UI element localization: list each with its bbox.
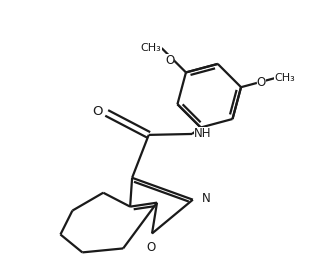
Text: O: O: [257, 76, 266, 89]
Text: O: O: [165, 54, 175, 67]
Text: O: O: [92, 105, 103, 118]
Text: O: O: [147, 241, 156, 254]
Text: NH: NH: [193, 127, 211, 140]
Text: CH₃: CH₃: [274, 73, 295, 83]
Text: N: N: [202, 191, 211, 205]
Text: CH₃: CH₃: [141, 43, 162, 53]
